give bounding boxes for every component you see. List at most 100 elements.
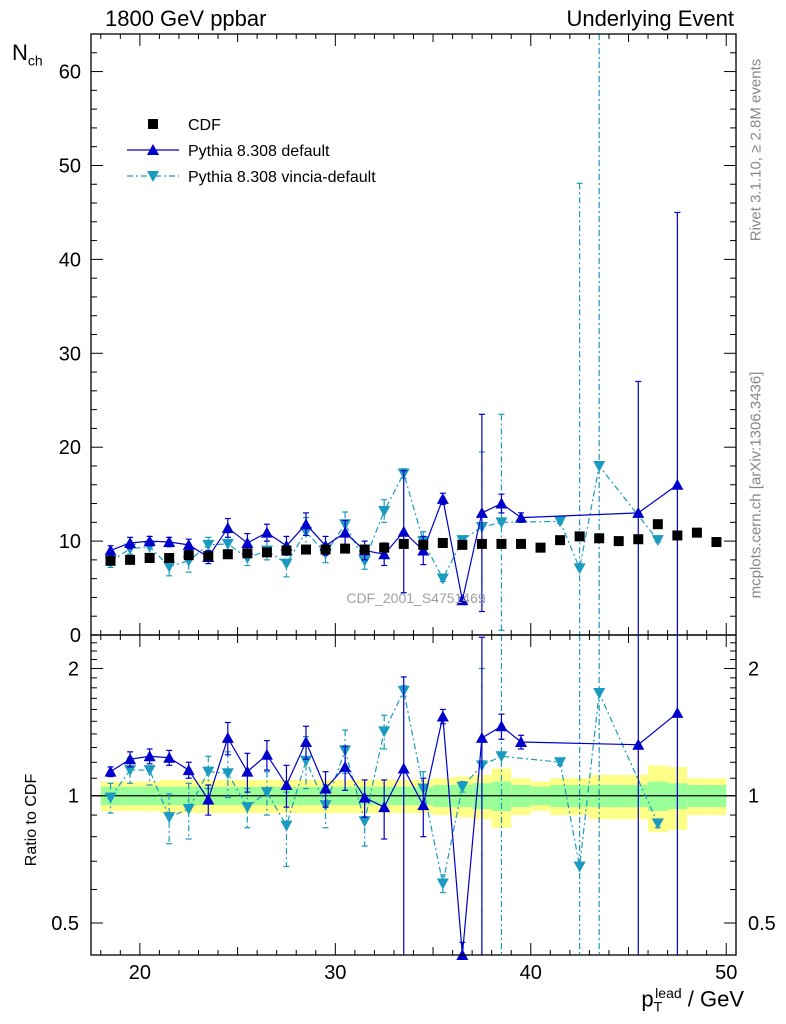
vincia-ratio-point bbox=[221, 768, 234, 780]
vincia-point bbox=[593, 460, 606, 472]
default-ratio-point bbox=[104, 765, 117, 777]
vincia-ratio-point bbox=[436, 878, 449, 890]
default-ratio-point bbox=[671, 706, 684, 718]
default-ratio-point bbox=[182, 764, 195, 776]
cdf-point bbox=[711, 537, 722, 548]
vincia-point bbox=[436, 573, 449, 585]
cdf-point bbox=[652, 519, 663, 530]
ratio-y-tick-label-left: 2 bbox=[68, 658, 79, 680]
cdf-point bbox=[164, 552, 175, 563]
default-point bbox=[515, 511, 527, 523]
default-point bbox=[182, 538, 195, 550]
default-ratio-point bbox=[515, 735, 527, 747]
vincia-ratio-point bbox=[378, 726, 391, 738]
default-point bbox=[456, 594, 469, 606]
default-ratio-point bbox=[202, 793, 215, 805]
vincia-ratio-point bbox=[260, 787, 273, 799]
cdf-point bbox=[398, 538, 409, 549]
vincia-point bbox=[378, 506, 391, 518]
legend-cdf-marker bbox=[148, 119, 158, 129]
cdf-point bbox=[457, 539, 468, 550]
legend-marker bbox=[147, 171, 159, 182]
mcplots-label: mcplots.cern.ch [arXiv:1306.3436] bbox=[747, 371, 765, 599]
default-ratio-point bbox=[358, 791, 371, 803]
cdf-point bbox=[613, 536, 624, 547]
y-tick-label: 50 bbox=[59, 155, 81, 177]
legend-label: CDF bbox=[188, 117, 221, 134]
vincia-ratio-point bbox=[143, 765, 156, 777]
ratio-y-tick-label-left: 0.5 bbox=[51, 913, 79, 935]
ratio-bands bbox=[91, 765, 736, 833]
default-ratio-point bbox=[495, 720, 508, 732]
default-point bbox=[417, 544, 430, 556]
x-tick-label: 40 bbox=[520, 962, 542, 984]
cdf-point bbox=[242, 548, 253, 559]
ratio-y-tick-label-right: 0.5 bbox=[748, 913, 776, 935]
default-ratio-point bbox=[475, 731, 488, 743]
ratio-y-tick-label-right: 2 bbox=[748, 658, 759, 680]
default-ratio-point bbox=[143, 750, 156, 762]
default-ratio-point bbox=[319, 782, 332, 794]
vincia-ratio-point bbox=[651, 818, 664, 830]
vincia-ratio-point bbox=[358, 816, 371, 828]
vincia-ratio-point bbox=[300, 755, 312, 767]
y-tick-label: 40 bbox=[59, 249, 81, 271]
vincia-ratio-point bbox=[573, 861, 586, 873]
default-point bbox=[397, 525, 410, 537]
top-y-axis-sub: ch bbox=[27, 52, 43, 69]
vincia-point bbox=[202, 539, 215, 551]
default-point bbox=[221, 521, 234, 533]
ratio-y-axis-label: Ratio to CDF bbox=[23, 773, 40, 867]
cdf-point bbox=[261, 547, 272, 558]
vincia-ratio-point bbox=[104, 792, 117, 804]
cdf-point bbox=[574, 531, 585, 542]
default-ratio-point bbox=[417, 799, 430, 811]
default-point bbox=[143, 535, 156, 547]
xlabel-sup: lead bbox=[655, 985, 682, 1001]
vincia-point bbox=[358, 555, 371, 567]
cdf-point bbox=[594, 533, 605, 544]
x-tick-label: 30 bbox=[324, 962, 346, 984]
cdf-point bbox=[203, 551, 214, 562]
default-point bbox=[163, 536, 176, 548]
cdf-point bbox=[144, 552, 155, 563]
cdf-point bbox=[437, 537, 448, 548]
cdf-point bbox=[320, 544, 331, 555]
cdf-point bbox=[633, 534, 644, 545]
vincia-ratio-point bbox=[554, 757, 567, 769]
x-axis-label: pTlead / GeV bbox=[641, 985, 744, 1015]
default-ratio-point bbox=[397, 762, 410, 774]
legend-marker bbox=[147, 144, 159, 155]
x-tick-label: 20 bbox=[129, 962, 151, 984]
ratio-panel-content bbox=[104, 635, 684, 960]
rivet-version-label: Rivet 3.1.10, ≥ 2.8M events bbox=[747, 58, 765, 242]
vincia-ratio-point bbox=[495, 751, 508, 763]
default-ratio-point bbox=[124, 753, 137, 765]
y-tick-label: 20 bbox=[59, 437, 81, 459]
legend: CDF Pythia 8.308 default Pythia 8.308 vinc… bbox=[127, 117, 376, 186]
vincia-ratio-point bbox=[182, 804, 195, 816]
legend-label: Pythia 8.308 default bbox=[188, 143, 330, 160]
cdf-point bbox=[222, 549, 233, 560]
default-point bbox=[378, 548, 391, 560]
cdf-point bbox=[359, 544, 370, 555]
default-point bbox=[475, 506, 488, 518]
vincia-ratio-point bbox=[241, 802, 254, 814]
legend-label: Pythia 8.308 vincia-default bbox=[188, 169, 376, 186]
default-point bbox=[495, 497, 508, 509]
default-point bbox=[339, 526, 352, 538]
xlabel-p: p bbox=[641, 986, 654, 1012]
vincia-ratio-point bbox=[456, 781, 469, 793]
xlabel-rest: / GeV bbox=[681, 986, 744, 1012]
cdf-point bbox=[555, 535, 566, 546]
vincia-point bbox=[651, 535, 664, 547]
vincia-ratio-point bbox=[202, 766, 215, 778]
cdf-point bbox=[418, 539, 429, 550]
cdf-point bbox=[496, 538, 507, 549]
vincia-ratio-point bbox=[593, 687, 606, 699]
vincia-point bbox=[163, 561, 176, 573]
cdf-point bbox=[105, 555, 116, 566]
panel-frames: 20 30 40 50 0 10 20 30 40 50 60 0.5 0.5 1 1 2 2 bbox=[51, 33, 776, 984]
top-y-axis-main: N bbox=[12, 40, 28, 65]
